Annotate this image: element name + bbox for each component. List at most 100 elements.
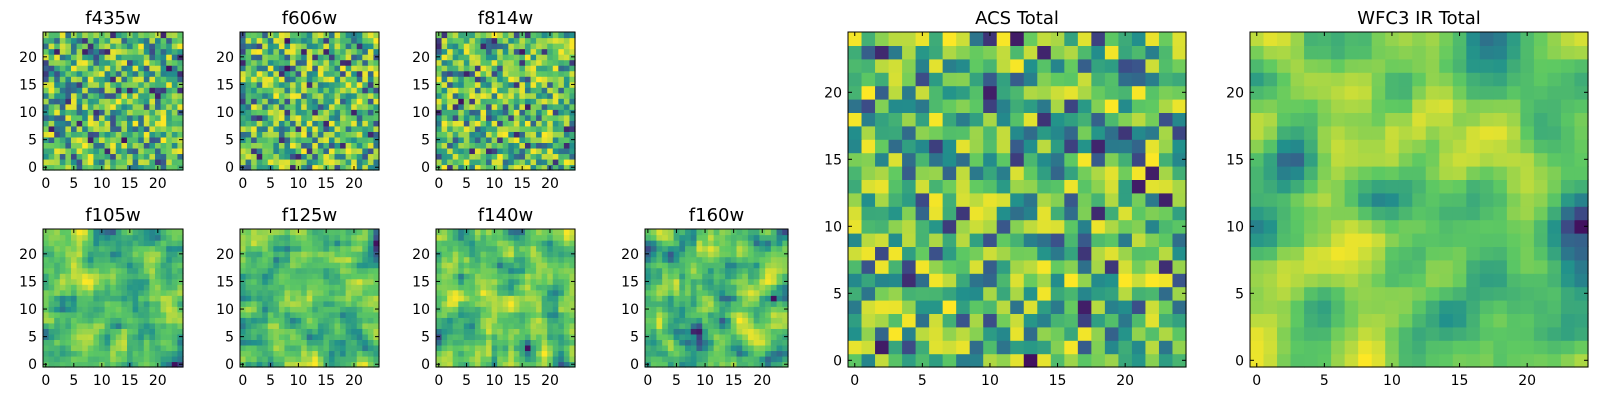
heatmap-cell <box>524 300 532 307</box>
heatmap-cell <box>513 240 520 247</box>
heatmap-cell <box>284 109 291 116</box>
heatmap-cell <box>730 322 738 329</box>
heatmap-cell <box>469 306 476 313</box>
heatmap-cell <box>171 289 178 296</box>
heatmap-cell <box>177 158 184 166</box>
heatmap-cell <box>536 81 543 88</box>
heatmap-cell <box>1158 300 1174 314</box>
heatmap-cell <box>278 81 286 88</box>
heatmap-cell <box>317 361 324 368</box>
y-tick-label: 10 <box>19 105 37 121</box>
heatmap-cell <box>524 125 532 132</box>
heatmap-cell <box>362 361 369 368</box>
heatmap-cell <box>782 256 789 263</box>
heatmap-cell <box>753 322 760 329</box>
heatmap-cell <box>166 284 173 291</box>
heatmap-cell <box>99 328 106 335</box>
heatmap-cell <box>82 153 89 160</box>
heatmap-cell <box>93 251 100 258</box>
heatmap-cell <box>441 92 448 99</box>
heatmap-cell <box>59 76 66 83</box>
heatmap-cell <box>312 43 319 50</box>
heatmap-cell <box>290 164 297 171</box>
heatmap-cell <box>569 131 576 138</box>
heatmap-cell <box>104 322 111 329</box>
heatmap-cell <box>76 322 83 329</box>
heatmap-cell <box>132 164 139 171</box>
heatmap-cell <box>736 306 743 313</box>
heatmap-cell <box>707 273 715 280</box>
heatmap-cell <box>306 284 313 291</box>
heatmap-cell <box>76 109 83 116</box>
heatmap-cell <box>110 59 117 66</box>
heatmap-cell <box>82 136 89 143</box>
heatmap-cell <box>273 344 280 352</box>
heatmap-cell <box>447 142 454 149</box>
heatmap-cell <box>1145 313 1160 328</box>
heatmap-cell <box>463 289 470 296</box>
heatmap-cell <box>48 147 55 155</box>
heatmap-cell <box>558 267 565 274</box>
heatmap-cell <box>171 109 178 116</box>
heatmap-cell <box>278 339 286 346</box>
heatmap-cell <box>373 98 380 105</box>
heatmap-cell <box>502 131 509 138</box>
heatmap-cell <box>1037 179 1052 194</box>
heatmap-cell <box>121 311 128 318</box>
heatmap-cell <box>474 92 482 99</box>
heatmap-cell <box>673 262 680 269</box>
heatmap-cell <box>902 313 917 328</box>
heatmap-cell <box>650 311 658 318</box>
heatmap-cell <box>267 278 274 285</box>
heatmap-cell <box>267 344 274 352</box>
heatmap-cell <box>143 59 150 66</box>
heatmap-cell <box>82 262 89 269</box>
heatmap-cell <box>54 59 61 66</box>
heatmap-cell <box>160 306 167 313</box>
heatmap-cell <box>334 273 341 280</box>
heatmap-cell <box>171 32 178 39</box>
heatmap-cell <box>848 326 863 341</box>
heatmap-cell <box>115 234 122 241</box>
heatmap-cell <box>87 114 94 121</box>
heatmap-cell <box>558 322 565 329</box>
heatmap-cell <box>104 328 111 335</box>
heatmap-cell <box>690 278 698 285</box>
heatmap-cell <box>362 70 369 77</box>
heatmap-cell <box>351 43 358 50</box>
heatmap-cell <box>983 246 998 261</box>
heatmap-cell <box>160 142 167 149</box>
heatmap-cell <box>983 340 998 355</box>
heatmap-cell <box>541 59 548 66</box>
heatmap-cell <box>362 278 369 285</box>
heatmap-cell <box>530 136 537 143</box>
heatmap-cell <box>362 328 369 335</box>
heatmap-cell <box>149 350 156 357</box>
heatmap-cell <box>1158 246 1174 261</box>
heatmap-cell <box>480 328 487 335</box>
heatmap-cell <box>888 259 903 274</box>
heatmap-cell <box>65 59 72 66</box>
heatmap-cell <box>650 350 658 357</box>
heatmap-cell <box>317 262 324 269</box>
heatmap-cell <box>273 240 280 247</box>
heatmap-cell <box>673 306 680 313</box>
heatmap-cell <box>312 256 319 263</box>
heatmap-cell <box>367 262 375 269</box>
heatmap-cell <box>502 278 509 285</box>
heatmap-cell <box>552 295 559 302</box>
heatmap-cell <box>569 262 576 269</box>
heatmap-cell <box>713 355 720 363</box>
heatmap-cell <box>1158 326 1174 341</box>
heatmap-cell <box>301 339 308 346</box>
heatmap-cell <box>245 306 252 313</box>
heatmap-cell <box>736 245 743 252</box>
heatmap-cell <box>155 317 162 324</box>
heatmap-cell <box>452 32 459 39</box>
heatmap-cell <box>469 234 476 241</box>
heatmap-cell <box>278 87 286 94</box>
heatmap-cell <box>177 295 184 302</box>
heatmap-cell <box>645 311 652 318</box>
heatmap-cell <box>104 229 111 236</box>
heatmap-cell <box>334 355 341 363</box>
